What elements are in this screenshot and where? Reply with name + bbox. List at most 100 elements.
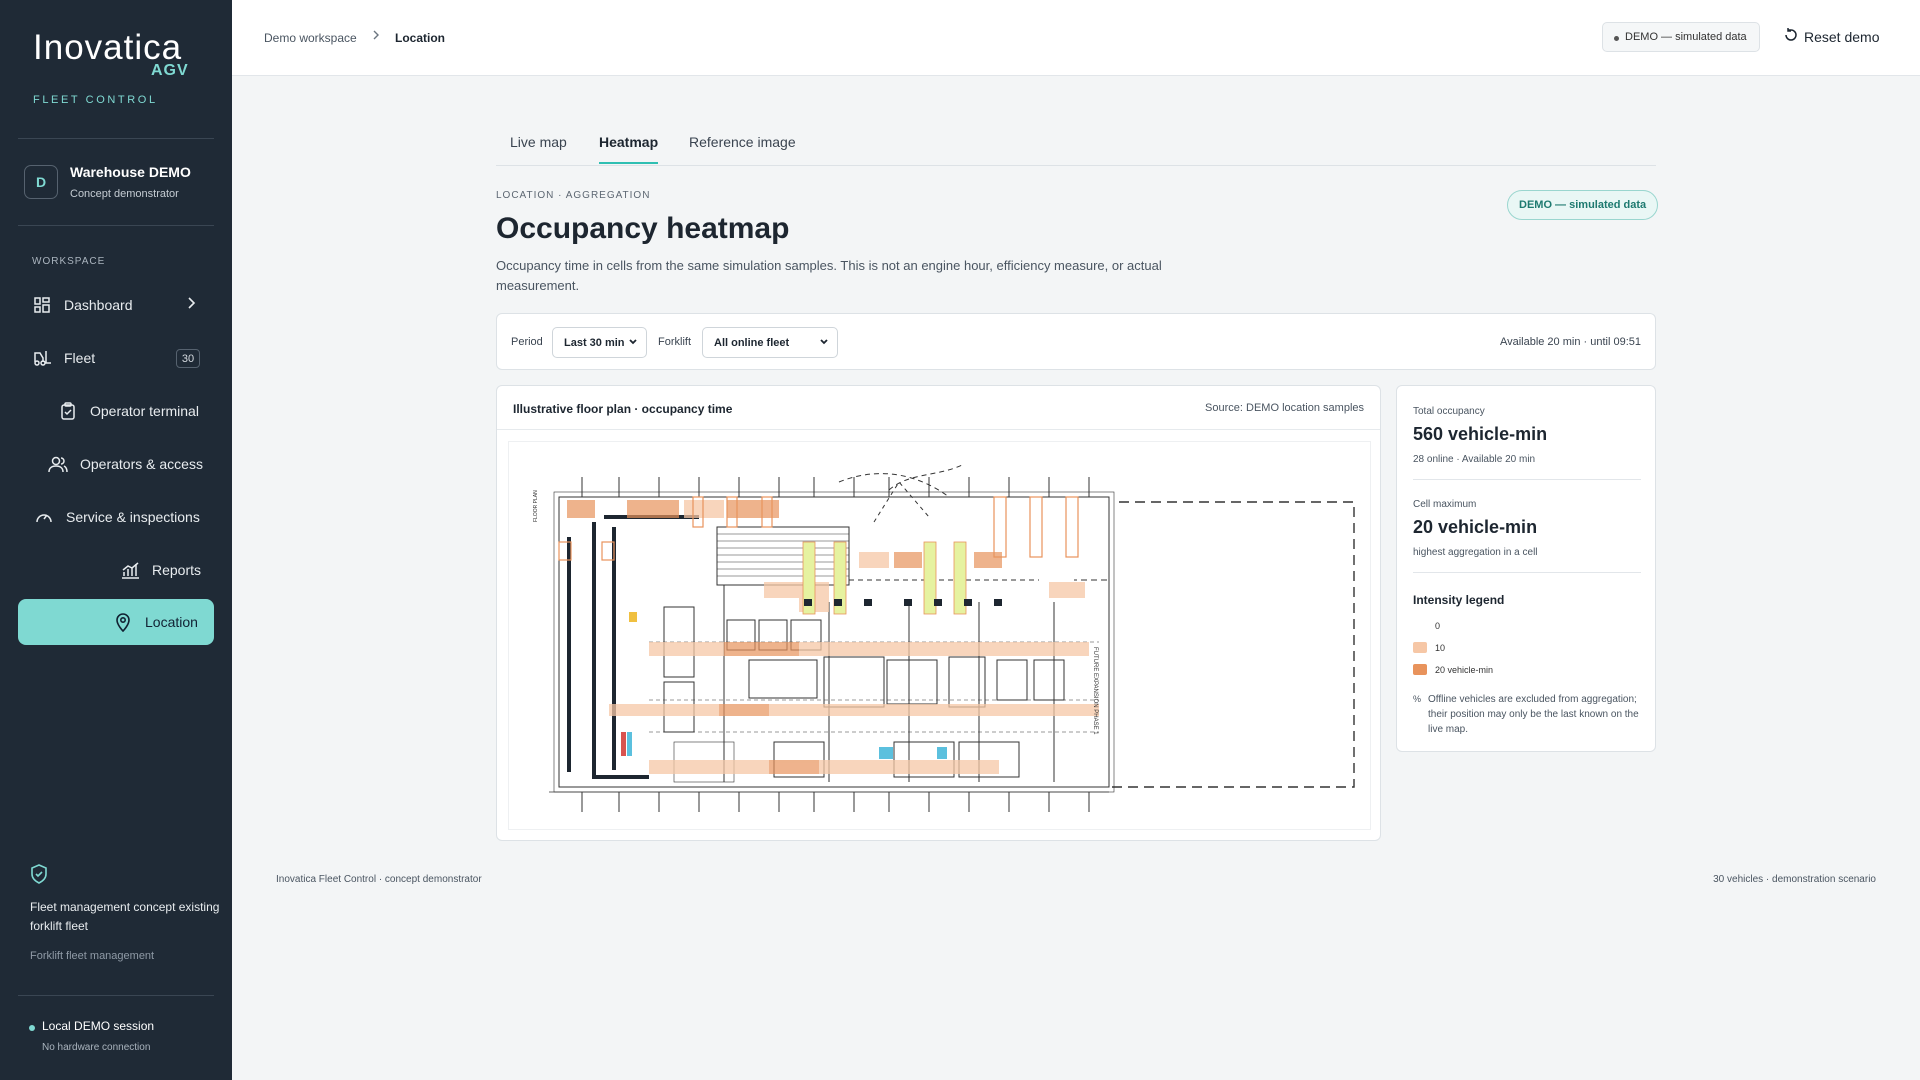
sidebar-item-label: Operator terminal xyxy=(90,403,199,419)
stats-card: Total occupancy 560 vehicle-min 28 onlin… xyxy=(1396,385,1656,752)
floor-plan-map[interactable]: FUTURE EXPANSION PHASE 1 FLOOR PLAN xyxy=(508,441,1371,830)
location-tabs: Live map Heatmap Reference image xyxy=(496,128,1656,166)
sidebar-divider xyxy=(18,138,214,139)
heatmap-source: Source: DEMO location samples xyxy=(1205,402,1364,414)
period-value: Last 30 min xyxy=(564,336,625,349)
breadcrumb-current: Location xyxy=(395,31,445,45)
shield-check-icon xyxy=(30,864,48,889)
users-icon xyxy=(48,454,68,474)
brand-suffix: AGV xyxy=(151,62,189,79)
total-occupancy-value: 560 vehicle-min xyxy=(1413,424,1548,444)
tab-heatmap[interactable]: Heatmap xyxy=(599,134,659,164)
gauge-icon xyxy=(34,507,54,527)
period-select[interactable]: Last 30 min xyxy=(552,327,647,358)
concept-title: Fleet management concept existing forkli… xyxy=(30,900,220,933)
sidebar-item-service-inspections[interactable]: Service & inspections xyxy=(18,494,214,540)
workspace-name[interactable]: Warehouse DEMO xyxy=(70,164,191,180)
sidebar-divider xyxy=(18,225,214,226)
reset-icon xyxy=(1784,28,1798,45)
filter-bar: Period Last 30 min Forklift All online f… xyxy=(496,313,1656,370)
session-status-dot xyxy=(29,1025,35,1031)
sidebar-divider xyxy=(18,995,214,996)
reset-demo-button[interactable]: Reset demo xyxy=(1784,28,1879,45)
concept-subtitle: Forklift fleet management xyxy=(30,950,155,962)
demo-badge: DEMO — simulated data xyxy=(1507,190,1659,220)
cell-max-sub: highest aggregation in a cell xyxy=(1413,547,1538,558)
status-dot xyxy=(1614,36,1619,41)
top-bar: Demo workspace Location DEMO — simulated… xyxy=(232,0,1920,76)
cell-max-value: 20 vehicle-min xyxy=(1413,517,1538,537)
breadcrumb-chevron-icon xyxy=(372,29,380,44)
brand-logo[interactable]: Inovatica AGV xyxy=(33,28,188,79)
sidebar-item-reports[interactable]: Reports xyxy=(18,547,214,593)
legend-title: Intensity legend xyxy=(1413,593,1505,607)
clipboard-check-icon xyxy=(58,401,78,421)
chevron-down-icon xyxy=(628,337,638,350)
footer-right: 30 vehicles · demonstration scenario xyxy=(1713,874,1876,885)
legend-row-1: 10 xyxy=(1413,642,1445,653)
sidebar-item-operators-access[interactable]: Operators & access xyxy=(18,441,214,487)
legend-row-0: 0 xyxy=(1413,620,1440,631)
page-description: Occupancy time in cells from the same si… xyxy=(496,258,1162,293)
sidebar: Inovatica AGV FLEET CONTROL D Warehouse … xyxy=(0,0,232,1080)
fleet-count-badge: 30 xyxy=(176,349,200,368)
sidebar-item-label: Location xyxy=(145,614,198,630)
sidebar-item-label: Reports xyxy=(152,562,202,578)
sidebar-item-label: Operators & access xyxy=(80,456,203,472)
grid-icon xyxy=(32,295,52,315)
page-title: Occupancy heatmap xyxy=(496,212,790,245)
forklift-value: All online fleet xyxy=(714,336,790,349)
chart-icon xyxy=(120,560,140,580)
reset-demo-label: Reset demo xyxy=(1804,28,1880,45)
legend-label: 10 xyxy=(1435,642,1446,653)
heatmap-card-title: Illustrative floor plan · occupancy time xyxy=(513,402,733,416)
heatmap-card: Illustrative floor plan · occupancy time… xyxy=(496,385,1381,841)
sidebar-item-label: Service & inspections xyxy=(66,509,200,525)
forklift-select[interactable]: All online fleet xyxy=(702,327,838,358)
sidebar-item-label: Dashboard xyxy=(64,297,133,313)
forklift-label: Forklift xyxy=(658,336,691,348)
floor-plan-drawing: FUTURE EXPANSION PHASE 1 FLOOR PLAN xyxy=(533,463,1355,812)
total-occupancy-sub: 28 online · Available 20 min xyxy=(1413,454,1536,465)
forklift-icon xyxy=(32,348,52,368)
session-title: Local DEMO session xyxy=(42,1019,155,1033)
tab-reference-image[interactable]: Reference image xyxy=(689,134,796,150)
session-subtitle: No hardware connection xyxy=(42,1042,151,1053)
sidebar-item-dashboard[interactable]: Dashboard xyxy=(18,282,214,328)
future-expansion-label: FUTURE EXPANSION PHASE 1 xyxy=(1092,647,1098,735)
period-label: Period xyxy=(511,336,543,348)
legend-swatch xyxy=(1413,620,1427,631)
sidebar-item-location[interactable]: Location xyxy=(18,599,214,645)
total-occupancy-label: Total occupancy xyxy=(1413,406,1485,417)
brand-name: Inovatica xyxy=(33,28,183,67)
chevron-right-icon xyxy=(186,296,196,313)
legend-note: % Offline vehicles are excluded from agg… xyxy=(1413,692,1643,737)
legend-swatch xyxy=(1413,642,1427,653)
chevron-down-icon xyxy=(819,337,829,350)
footer-left: Inovatica Fleet Control · concept demons… xyxy=(276,874,482,885)
note-marker: % xyxy=(1413,694,1422,704)
cell-max-label: Cell maximum xyxy=(1413,499,1477,510)
brand-tagline: FLEET CONTROL xyxy=(33,94,158,106)
stats-divider xyxy=(1413,572,1641,573)
sidebar-item-operator-terminal[interactable]: Operator terminal xyxy=(18,388,214,434)
floor-plan-label: FLOOR PLAN xyxy=(533,490,539,522)
workspace-subtitle: Concept demonstrator xyxy=(70,188,179,200)
availability-text: Available 20 min · until 09:51 xyxy=(1499,336,1641,348)
map-pin-icon xyxy=(113,612,133,632)
tab-live-map[interactable]: Live map xyxy=(510,134,567,150)
demo-pill-label: DEMO — simulated data xyxy=(1625,31,1747,43)
demo-status-pill: DEMO — simulated data xyxy=(1602,22,1760,52)
legend-swatch xyxy=(1413,664,1427,675)
nav-section-title: WORKSPACE xyxy=(32,256,106,267)
heatmap-card-header: Illustrative floor plan · occupancy time… xyxy=(497,386,1380,430)
stats-divider xyxy=(1413,479,1641,480)
sidebar-item-fleet[interactable]: Fleet 30 xyxy=(18,335,214,381)
sidebar-item-label: Fleet xyxy=(64,350,96,366)
legend-note-text: Offline vehicles are excluded from aggre… xyxy=(1428,694,1639,735)
page-eyebrow: LOCATION · AGGREGATION xyxy=(496,190,651,201)
legend-label: 20 vehicle-min xyxy=(1435,664,1494,675)
legend-row-2: 20 vehicle-min xyxy=(1413,664,1493,675)
breadcrumb-workspace[interactable]: Demo workspace xyxy=(264,31,357,45)
workspace-avatar[interactable]: D xyxy=(24,165,58,199)
